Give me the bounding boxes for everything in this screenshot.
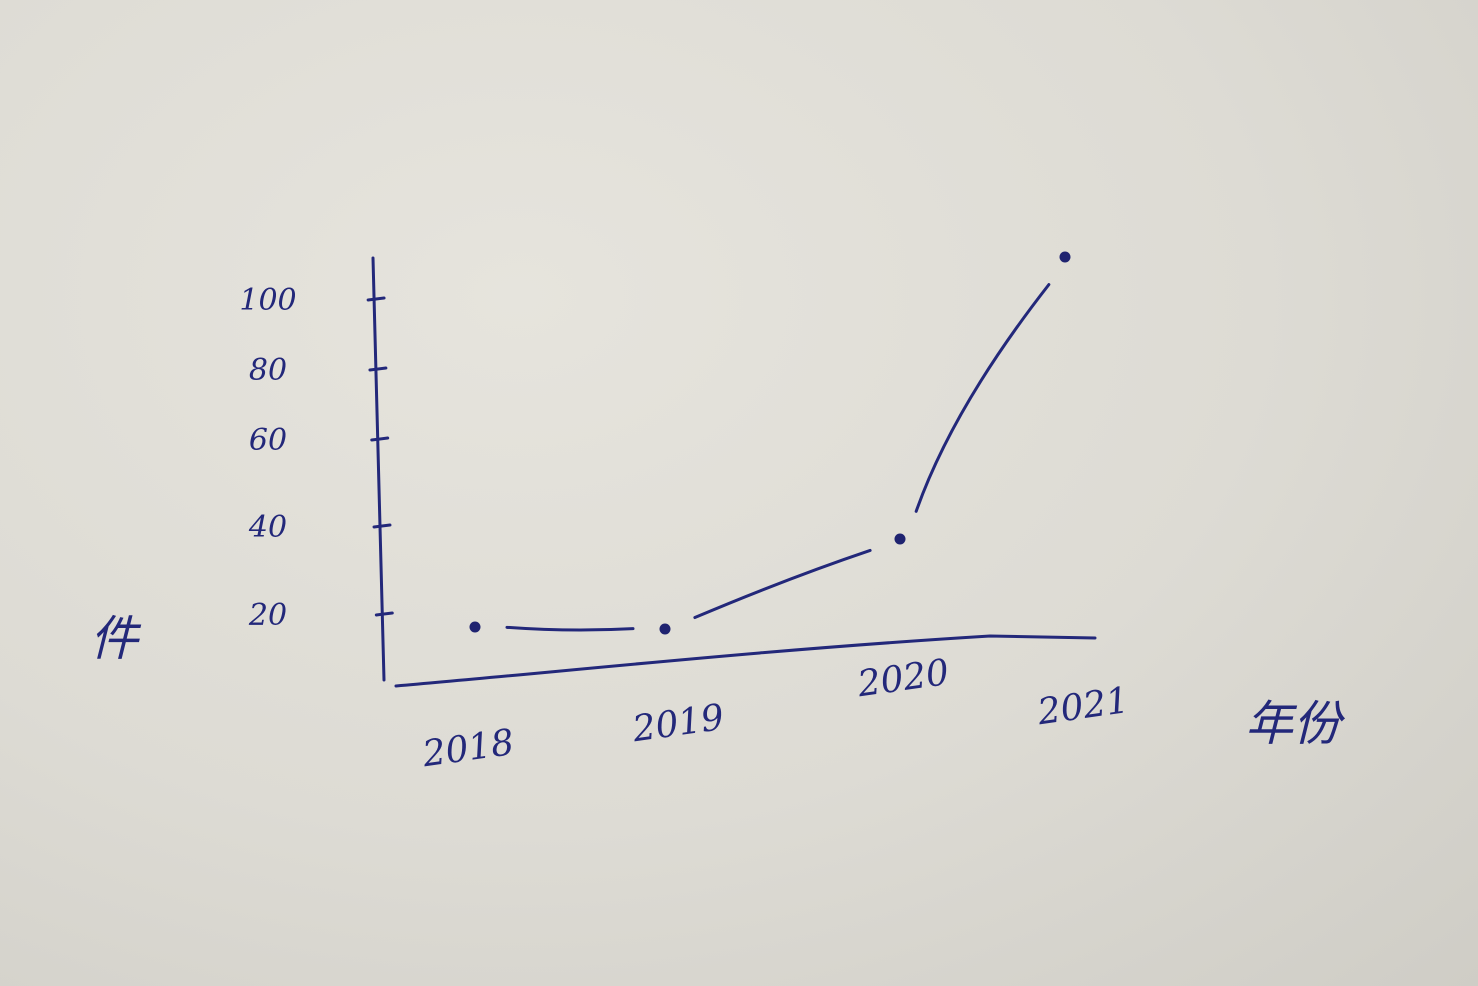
y-tick-label: 20 <box>248 598 287 633</box>
x-ticks: 2018 2019 2020 2021 <box>419 652 1131 775</box>
x-tick-label: 2019 <box>629 697 726 750</box>
data-point <box>659 623 671 635</box>
y-ticks: 20 40 60 80 100 <box>239 283 394 633</box>
y-axis-label: 件 <box>90 611 142 667</box>
x-tick-label: 2021 <box>1034 680 1131 733</box>
y-tick-label: 100 <box>239 283 296 318</box>
y-tick-mark <box>372 523 392 529</box>
y-tick-label: 60 <box>249 423 287 458</box>
data-point <box>1059 251 1071 263</box>
x-tick-label: 2020 <box>854 652 951 705</box>
y-tick-label: 40 <box>248 510 287 545</box>
x-tick-label: 2018 <box>419 722 516 775</box>
y-tick-mark <box>368 366 388 372</box>
y-tick-mark <box>374 611 394 617</box>
y-tick-mark <box>366 296 386 302</box>
data-point <box>469 621 481 633</box>
x-axis-label: 年份 <box>1245 696 1346 752</box>
data-point <box>894 533 906 545</box>
y-tick-mark <box>370 436 390 442</box>
y-axis-line <box>371 256 386 682</box>
x-axis-line <box>394 634 1097 688</box>
series <box>505 283 1051 632</box>
series-segment <box>914 283 1051 513</box>
points <box>469 251 1071 635</box>
y-tick-label: 80 <box>249 353 287 388</box>
series-segment <box>505 625 635 632</box>
series-segment <box>693 548 872 620</box>
axes <box>371 256 1097 688</box>
